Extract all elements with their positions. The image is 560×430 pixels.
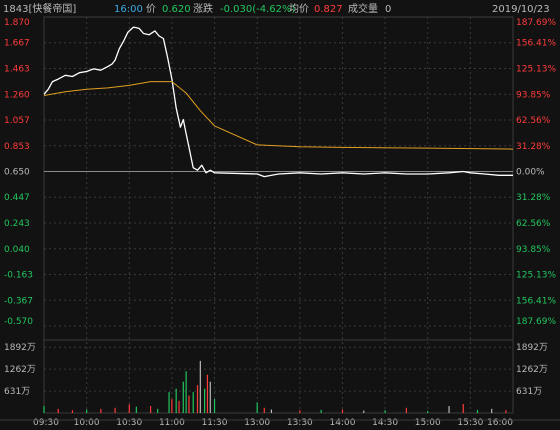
avg-value: 0.827 — [314, 4, 343, 15]
time-tick-label: 09:30 — [33, 418, 59, 428]
volume-value: 0 — [385, 4, 392, 15]
price-tick-label: 0.853 — [4, 142, 30, 152]
time-tick-label: 10:30 — [116, 418, 142, 428]
quote-header: 1843[快餐帝国] 16:00 价 0.620 涨跌 -0.030(-4.62… — [0, 0, 560, 20]
plot-frame — [43, 16, 514, 414]
header-date: 2019/10/23 — [492, 4, 550, 15]
time-tick-label: 16:00 — [487, 418, 513, 428]
volume-tick-label-right: 631万 — [516, 387, 542, 397]
percent-tick-label: 62.56% — [516, 219, 551, 229]
volume-tick-label: 1892万 — [4, 343, 36, 353]
price-tick-label: 0.243 — [4, 219, 30, 229]
price-tick-label: 1.667 — [4, 39, 30, 49]
time-tick-label: 15:30 — [457, 418, 483, 428]
time-tick-label: 15:00 — [415, 418, 441, 428]
percent-tick-label: 31.28% — [516, 142, 551, 152]
time-tick-label: 13:00 — [244, 418, 270, 428]
price-tick-label: -0.570 — [4, 317, 33, 327]
percent-tick-label: 93.85% — [516, 90, 551, 100]
volume-tick-label: 1262万 — [4, 365, 36, 375]
price-tick-label: -0.367 — [4, 296, 33, 306]
price-tick-label: 1.260 — [4, 90, 30, 100]
time-tick-label: 11:00 — [159, 418, 185, 428]
percent-tick-label: 187.69% — [516, 317, 556, 327]
percent-tick-label: 125.13% — [516, 270, 556, 280]
time-tick-label: 14:00 — [329, 418, 355, 428]
time-tick-label: 10:00 — [74, 418, 100, 428]
change-label: 涨跌 — [193, 4, 213, 15]
price-tick-label: 0.650 — [4, 168, 30, 178]
percent-tick-label: 125.13% — [516, 65, 556, 75]
volume-label: 成交量 — [348, 4, 378, 15]
price-line — [43, 26, 513, 178]
percent-tick-label: 156.41% — [516, 39, 556, 49]
percent-tick-label: 62.56% — [516, 116, 551, 126]
percent-tick-label: 156.41% — [516, 296, 556, 306]
time-tick-label: 14:30 — [372, 418, 398, 428]
header-time: 16:00 — [114, 4, 143, 15]
percent-tick-label: 93.85% — [516, 245, 551, 255]
price-tick-label: -0.163 — [4, 270, 33, 280]
price-tick-label: 0.447 — [4, 193, 30, 203]
time-tick-label: 11:30 — [202, 418, 228, 428]
percent-tick-label: 0.00% — [516, 168, 545, 178]
stock-title[interactable]: 1843[快餐帝国] — [3, 4, 77, 15]
price-tick-label: 1.870 — [4, 18, 30, 28]
percent-tick-label: 31.28% — [516, 193, 551, 203]
price-tick-label: 0.040 — [4, 245, 30, 255]
avg-label: 均价 — [289, 4, 309, 15]
price-tick-label: 1.463 — [4, 65, 30, 75]
time-tick-label: 13:30 — [287, 418, 313, 428]
change-value: -0.030(-4.62%) — [220, 4, 296, 15]
price-label: 价 — [146, 4, 156, 15]
price-value: 0.620 — [162, 4, 191, 15]
volume-tick-label-right: 1262万 — [516, 365, 548, 375]
average-price-line — [43, 81, 514, 150]
price-tick-label: 1.057 — [4, 116, 30, 126]
percent-tick-label: 187.69% — [516, 18, 556, 28]
volume-tick-label-right: 1892万 — [516, 343, 548, 353]
volume-tick-label: 631万 — [4, 387, 30, 397]
